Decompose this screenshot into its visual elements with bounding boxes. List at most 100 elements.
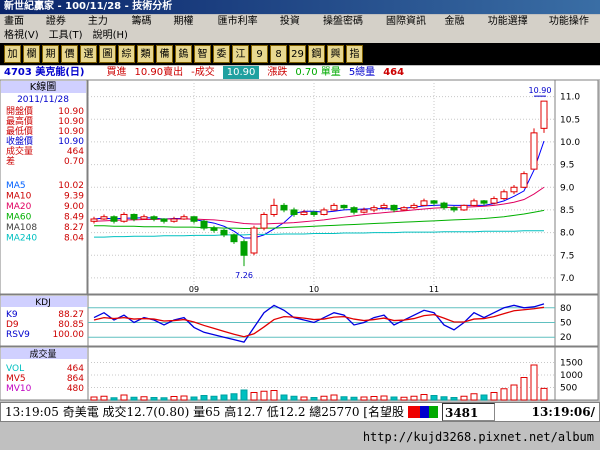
tool-button[interactable]: 鎢 (175, 45, 192, 63)
ma-value: 8.49 (64, 213, 84, 223)
volume-bar (400, 396, 408, 401)
volume-bar (420, 394, 428, 401)
symbol: 4703 美克能(日) (4, 67, 85, 78)
volume-bar (500, 388, 508, 401)
volume-bar (520, 377, 528, 401)
tool-button[interactable]: 價 (61, 45, 78, 63)
code-box[interactable]: 3481 (441, 403, 496, 421)
candle-body (300, 211, 308, 215)
kdj-value: 88.27 (58, 310, 84, 320)
tool-button[interactable]: 期 (42, 45, 59, 63)
menu-item[interactable]: 金融(C) (444, 16, 465, 41)
menu-item[interactable]: 期權(Q) (173, 16, 194, 41)
candle-body (190, 216, 198, 222)
tool-button[interactable]: 加 (4, 45, 21, 63)
y-tick-label: 7.5 (560, 251, 574, 261)
candle-body (390, 204, 398, 211)
menu-item[interactable]: 籌碼(F) (131, 16, 152, 41)
tool-button[interactable]: 江 (232, 45, 249, 63)
menu-item[interactable]: 格視(V) (4, 30, 39, 41)
menu-item[interactable]: 功能操作(F) (548, 16, 589, 41)
info-value: 464 (67, 147, 84, 157)
tool-button[interactable]: 欄 (23, 45, 40, 63)
volume-bar (120, 394, 128, 401)
menu-item[interactable]: 畫面(L) (4, 16, 24, 41)
volume-bar (470, 393, 478, 401)
menu-item[interactable]: 主力(U) (87, 16, 108, 41)
candle-body (370, 207, 378, 211)
clock: 13:19:06/ (531, 405, 595, 419)
y-tick-label: 11.0 (560, 93, 580, 103)
volume-bar (450, 397, 458, 401)
volume-bar (300, 396, 308, 401)
ma-label: MA20 (6, 202, 32, 212)
candle-body (240, 241, 248, 256)
volume-bar (390, 396, 398, 401)
info-value: 0.70 (64, 157, 84, 167)
low-label: 7.26 (235, 271, 253, 280)
volume-bar (510, 384, 518, 401)
ma-label: MA108 (6, 223, 37, 233)
info-value: 10.90 (58, 127, 84, 137)
ma-line (94, 230, 544, 238)
ma-value: 8.04 (64, 234, 84, 244)
menu-item[interactable]: 功能選擇(F) (487, 16, 528, 41)
candle-body (400, 207, 408, 211)
ma-line (94, 209, 545, 230)
menu-item[interactable]: 國際資訊(I) (386, 16, 427, 41)
info-label: 差 (6, 155, 15, 167)
menu-item[interactable]: 匯市利率(R) (217, 16, 258, 41)
menu-item[interactable]: 工具(T) (48, 30, 83, 41)
info-label: 最低價 (6, 125, 33, 137)
volume-bar (90, 396, 98, 401)
tool-button[interactable]: 29 (289, 45, 306, 63)
tool-button[interactable]: 綜 (118, 45, 135, 63)
tool-button[interactable]: 智 (194, 45, 211, 63)
tool-button[interactable]: 委 (213, 45, 230, 63)
tool-button[interactable]: 興 (327, 45, 344, 63)
y-tick-label: 1000 (560, 371, 583, 381)
ma-label: MA10 (6, 192, 32, 202)
footer: http://kujd3268.pixnet.net/album (0, 424, 600, 450)
menu-item[interactable]: 投資(B) (279, 16, 300, 41)
menu-item[interactable]: 說明(H) (92, 30, 128, 41)
volume-bar (490, 392, 498, 401)
quote-item: 買進 (106, 67, 127, 78)
tool-button[interactable]: 8 (270, 45, 287, 63)
tool-button[interactable]: 圖 (99, 45, 116, 63)
kdj-line (93, 306, 545, 338)
tool-button[interactable]: 鋼 (308, 45, 325, 63)
y-tick-label: 1500 (560, 359, 583, 369)
ma-value: 9.39 (64, 192, 84, 202)
candle-body (330, 204, 338, 211)
tool-button[interactable]: 類 (137, 45, 154, 63)
menu-item[interactable]: 證券(F) (45, 16, 66, 41)
panel-header-text: K線圖 (30, 80, 57, 93)
volume-bar (220, 394, 228, 401)
menu-item[interactable]: 操盤密碼(D) (323, 16, 363, 41)
candle-body (320, 209, 328, 215)
candle-body (500, 191, 508, 200)
ma-label: MA60 (6, 213, 32, 223)
y-tick-label: 9.5 (560, 161, 574, 171)
x-tick-label: 11 (429, 285, 439, 294)
volume-bar (460, 395, 468, 401)
candle-body (260, 213, 268, 229)
volume-bar (310, 397, 318, 401)
volume-bar (340, 396, 348, 401)
ma-label: MA5 (6, 181, 26, 191)
tool-button[interactable]: 備 (156, 45, 173, 63)
tool-button[interactable]: 選 (80, 45, 97, 63)
quote-item: 464 (383, 67, 405, 78)
x-tick-label: 09 (189, 285, 199, 294)
quote-item: 5總量 (348, 67, 376, 78)
high-label: 10.90 (529, 86, 552, 95)
menu-bar: 格視(V) 工具(T) 說明(H) (0, 29, 600, 43)
volume-bar (130, 396, 138, 401)
candle-body (140, 216, 148, 220)
volume-bar (370, 396, 378, 401)
tool-button[interactable]: 9 (251, 45, 268, 63)
tool-button[interactable]: 指 (346, 45, 363, 63)
